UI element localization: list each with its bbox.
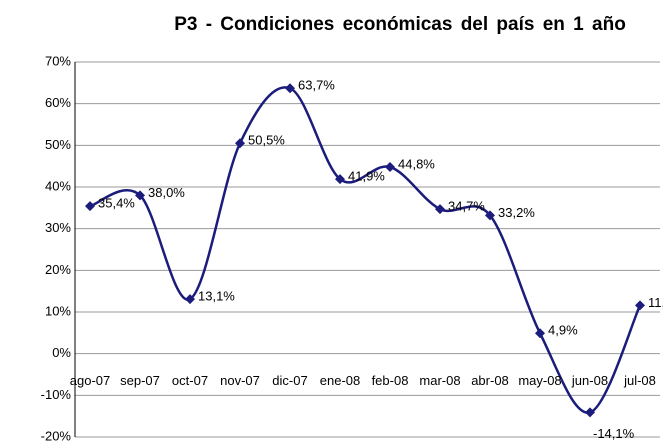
- y-tick-label: 40%: [45, 178, 71, 193]
- data-label: 33,2%: [498, 205, 535, 220]
- data-label: 35,4%: [98, 196, 135, 211]
- y-tick-label: 60%: [45, 95, 71, 110]
- x-tick-label: jun-08: [571, 373, 609, 388]
- x-tick-label: dic-07: [272, 373, 308, 388]
- marker: [335, 174, 345, 185]
- marker: [135, 190, 145, 201]
- chart-title: P3 - Condiciones económicas del país en …: [174, 14, 626, 35]
- data-label: 38,0%: [148, 185, 185, 200]
- y-tick-label: 10%: [45, 303, 71, 318]
- data-label: 4,9%: [548, 323, 578, 338]
- x-tick-label: ene-08: [319, 373, 361, 388]
- data-label: 41,9%: [348, 169, 385, 184]
- line: [89, 86, 642, 414]
- x-tick-label: nov-07: [220, 373, 260, 388]
- data-label: -14,1%: [593, 426, 635, 441]
- y-tick-label: -20%: [41, 428, 72, 442]
- x-tick-label: oct-07: [171, 373, 209, 388]
- marker: [285, 83, 295, 94]
- data-label: 50,5%: [248, 133, 285, 148]
- marker: [385, 162, 395, 172]
- marker: [85, 201, 95, 212]
- x-tick-label: may-08: [518, 373, 562, 388]
- y-tick-label: 0%: [52, 345, 71, 360]
- y-tick-label: 20%: [45, 262, 71, 277]
- x-tick-label: sep-07: [120, 373, 160, 388]
- y-tick-label: 30%: [45, 220, 71, 235]
- data-label: 63,7%: [298, 78, 335, 93]
- x-tick-label: abr-08: [471, 373, 509, 388]
- x-tick-label: ago-07: [69, 373, 111, 388]
- marker: [185, 294, 195, 305]
- marker: [585, 407, 595, 418]
- data-label: 34,7%: [448, 199, 485, 214]
- data-label: 13,1%: [198, 289, 235, 304]
- x-tick-label: jul-08: [624, 373, 656, 388]
- y-tick-label: 70%: [45, 53, 71, 68]
- marker: [435, 204, 445, 215]
- x-tick-label: mar-08: [419, 373, 461, 388]
- y-tick-label: -10%: [41, 387, 72, 402]
- marker: [485, 210, 495, 221]
- marker: [635, 300, 645, 311]
- marker: [235, 138, 245, 149]
- y-tick-label: 50%: [45, 137, 71, 152]
- data-label: 11,6%: [648, 295, 663, 310]
- marker: [535, 328, 545, 339]
- x-tick-label: feb-08: [371, 373, 409, 388]
- data-label: 44,8%: [398, 156, 435, 171]
